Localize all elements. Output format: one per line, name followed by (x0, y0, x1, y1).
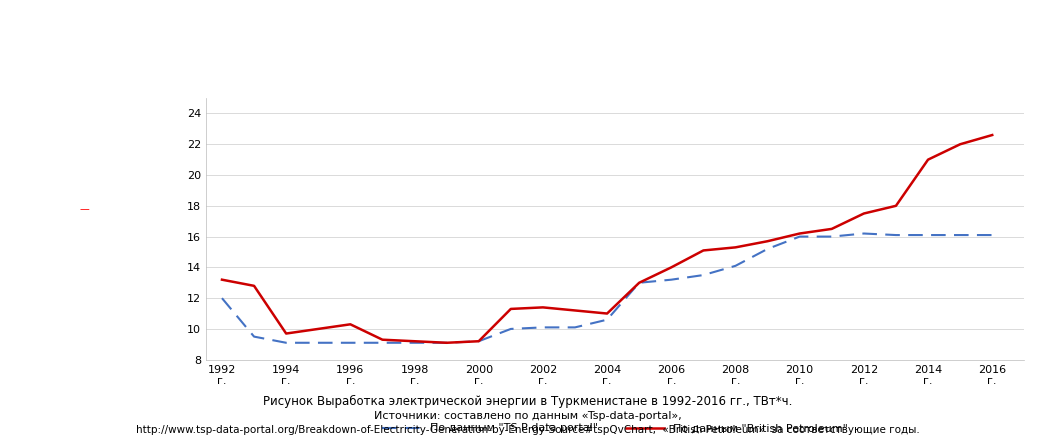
Text: —: — (79, 204, 89, 214)
Text: Рисунок Выработка электрической энергии в Туркменистане в 1992-2016 гг., ТВт*ч.: Рисунок Выработка электрической энергии … (263, 395, 793, 408)
Text: Источники: составлено по данным «Tsp-data-portal»,: Источники: составлено по данным «Tsp-dat… (374, 411, 682, 421)
Text: http://www.tsp-data-portal.org/Breakdown-of-Electricity-Generation-by-Energy-Sou: http://www.tsp-data-portal.org/Breakdown… (136, 425, 920, 435)
Legend: По данным "TS P data portal", По данным "British Petroleum": По данным "TS P data portal", По данным … (378, 419, 852, 436)
